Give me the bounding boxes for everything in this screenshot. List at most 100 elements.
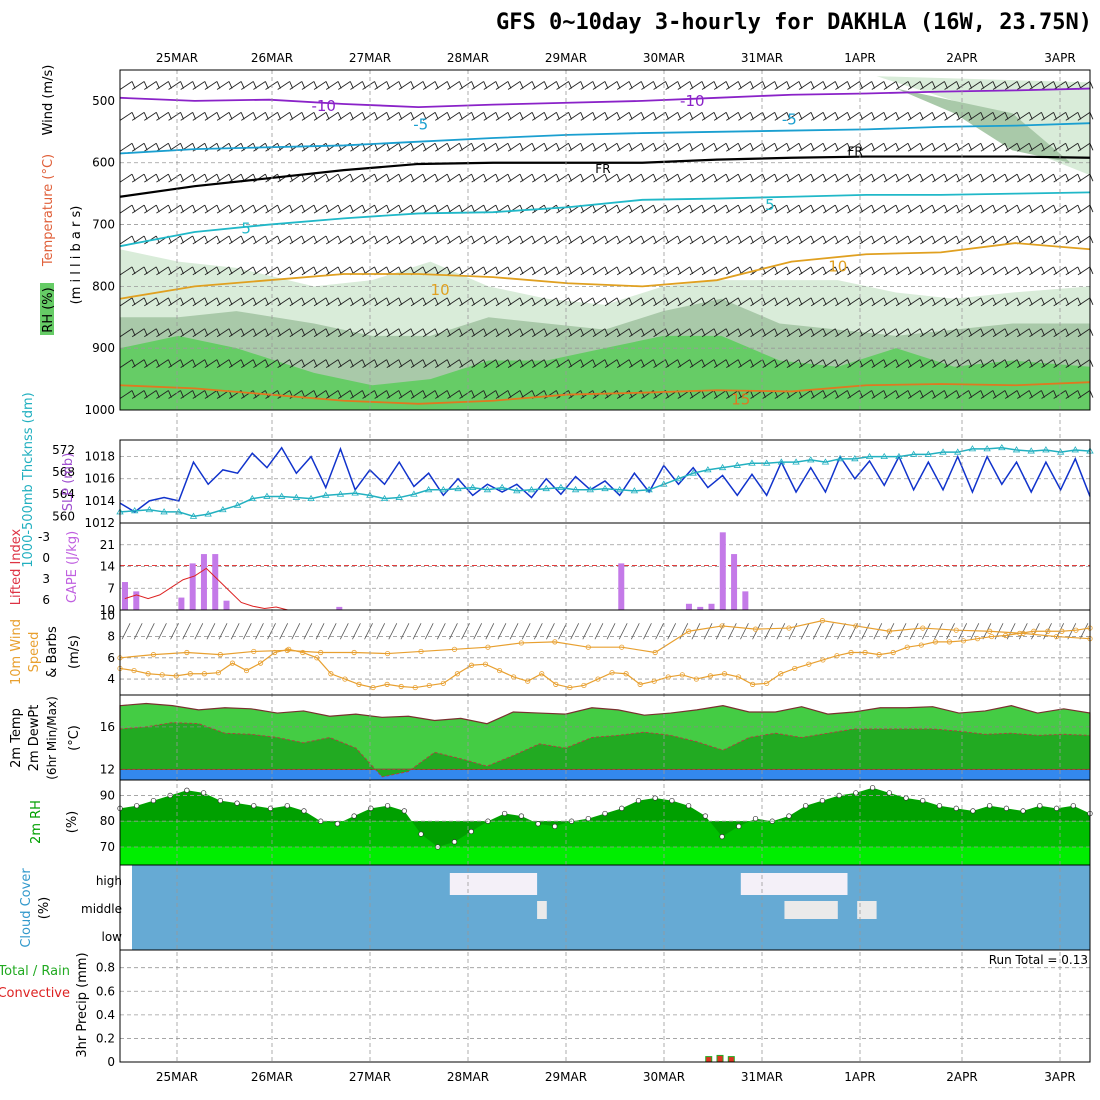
wind-barb-flag <box>216 328 221 336</box>
isotherm-label: -5 <box>413 115 428 133</box>
wind-barb <box>641 266 657 276</box>
wind-gust-line <box>119 620 1091 659</box>
surface-wind-barb <box>812 623 822 640</box>
wind-barb-flag <box>446 390 451 398</box>
wind-barb-flag <box>362 81 366 89</box>
wind-barb <box>544 235 560 245</box>
wind-barb <box>338 359 354 369</box>
wind-barb-flag <box>798 266 803 275</box>
wind-barb <box>532 142 548 152</box>
rh-point <box>251 803 257 809</box>
wind-barb-staff <box>641 111 654 121</box>
wind-speed-point <box>619 644 625 650</box>
wind-barb <box>459 390 475 399</box>
wind-speed-point <box>920 625 926 631</box>
wind-barb <box>519 359 536 369</box>
wind-barb-staff <box>168 297 181 307</box>
wind-barb-staff <box>713 173 727 183</box>
wind-barb-staff <box>847 111 860 121</box>
wind-barb <box>677 111 694 121</box>
wind-barb-flag <box>810 297 815 305</box>
wind-barb <box>301 111 318 121</box>
wind-barb-staff <box>253 297 266 307</box>
wind-barb <box>1004 235 1021 245</box>
wind-barb-staff <box>350 328 363 338</box>
thickness-point <box>292 493 301 500</box>
wind-barb-flag <box>204 328 209 336</box>
date-label-bottom: 29MAR <box>545 1070 587 1084</box>
wind-barb-staff <box>726 204 739 214</box>
wind-barb <box>713 390 730 399</box>
wind-barb-staff <box>483 266 497 276</box>
wind-barb <box>338 297 354 307</box>
thickness-point <box>924 450 933 457</box>
wind-barb-flag <box>507 390 512 398</box>
wind-barb <box>495 235 512 245</box>
wind-barb <box>277 328 294 338</box>
wind-barb-flag <box>689 204 694 213</box>
wind-barb-staff <box>629 111 642 121</box>
wind-barb-staff <box>883 235 897 245</box>
wind-barb-staff <box>738 359 751 369</box>
wind-barb-staff <box>847 235 860 245</box>
wind-barb-flag <box>301 266 306 275</box>
wind-barb-staff <box>932 297 945 307</box>
wind-barb-staff <box>1029 204 1042 214</box>
wind-barb-flag <box>386 112 391 120</box>
wind-barb <box>701 266 718 276</box>
wind-barb-flag <box>822 359 827 367</box>
surface-wind-barb <box>824 623 834 640</box>
wind-barb <box>338 390 354 399</box>
wind-barb-flag <box>349 266 354 275</box>
wind-barb <box>883 328 900 338</box>
wind-barb-flag <box>277 390 281 398</box>
wind-barb <box>774 173 791 183</box>
wind-barb <box>859 266 876 276</box>
wind-barb-flag <box>871 143 876 151</box>
wind-barb <box>435 359 451 369</box>
wind-barb <box>580 204 597 214</box>
wind-barb <box>980 81 997 90</box>
pressure-axis-label: (m i l l i b a r s) <box>69 206 84 305</box>
wind-barb-flag <box>374 204 378 213</box>
wind-barb <box>532 297 548 307</box>
wind-barb-flag <box>689 328 694 336</box>
wind-barb-flag <box>1028 328 1033 336</box>
wind-barb-flag <box>398 112 403 120</box>
wind-barb-flag <box>325 235 330 244</box>
wind-barb <box>471 235 488 245</box>
thickness-point <box>233 501 242 508</box>
wind-barb <box>580 359 597 369</box>
wind-barb <box>786 204 803 214</box>
wind-barb-staff <box>871 235 885 245</box>
wind-barb-flag <box>1053 174 1057 182</box>
wind-barb-staff <box>810 204 824 214</box>
wind-barb-staff <box>1077 359 1091 369</box>
wind-barb-flag <box>543 112 548 120</box>
cape-bar <box>697 606 704 610</box>
wind-barb-flag <box>495 297 500 305</box>
wind-barb <box>883 81 900 90</box>
wind-barb <box>398 204 415 214</box>
wind-barb-flag <box>1028 81 1033 89</box>
wind-barb-staff <box>386 173 400 183</box>
wind-barb-flag <box>155 390 160 398</box>
wind-barb-staff <box>313 111 327 121</box>
wind-barb <box>677 204 694 214</box>
wind-barb-staff <box>1053 111 1066 121</box>
rh-point <box>468 828 474 835</box>
wind-barb-flag <box>410 359 415 367</box>
wind-barb-staff <box>616 235 630 245</box>
wind-barb-staff <box>592 111 606 121</box>
wind-barb <box>1004 204 1021 214</box>
wind-barb-flag <box>410 143 415 151</box>
date-label-top: 31MAR <box>741 51 783 65</box>
wind-barb-flag <box>980 297 985 305</box>
wind-barb-flag <box>810 204 815 213</box>
wind-barb <box>992 328 1009 338</box>
wind-barb-flag <box>810 112 815 120</box>
wind-barb <box>810 235 827 245</box>
wind-speed-point <box>412 684 418 691</box>
wind-barb-staff <box>1077 390 1091 399</box>
wind-barb <box>228 328 245 338</box>
